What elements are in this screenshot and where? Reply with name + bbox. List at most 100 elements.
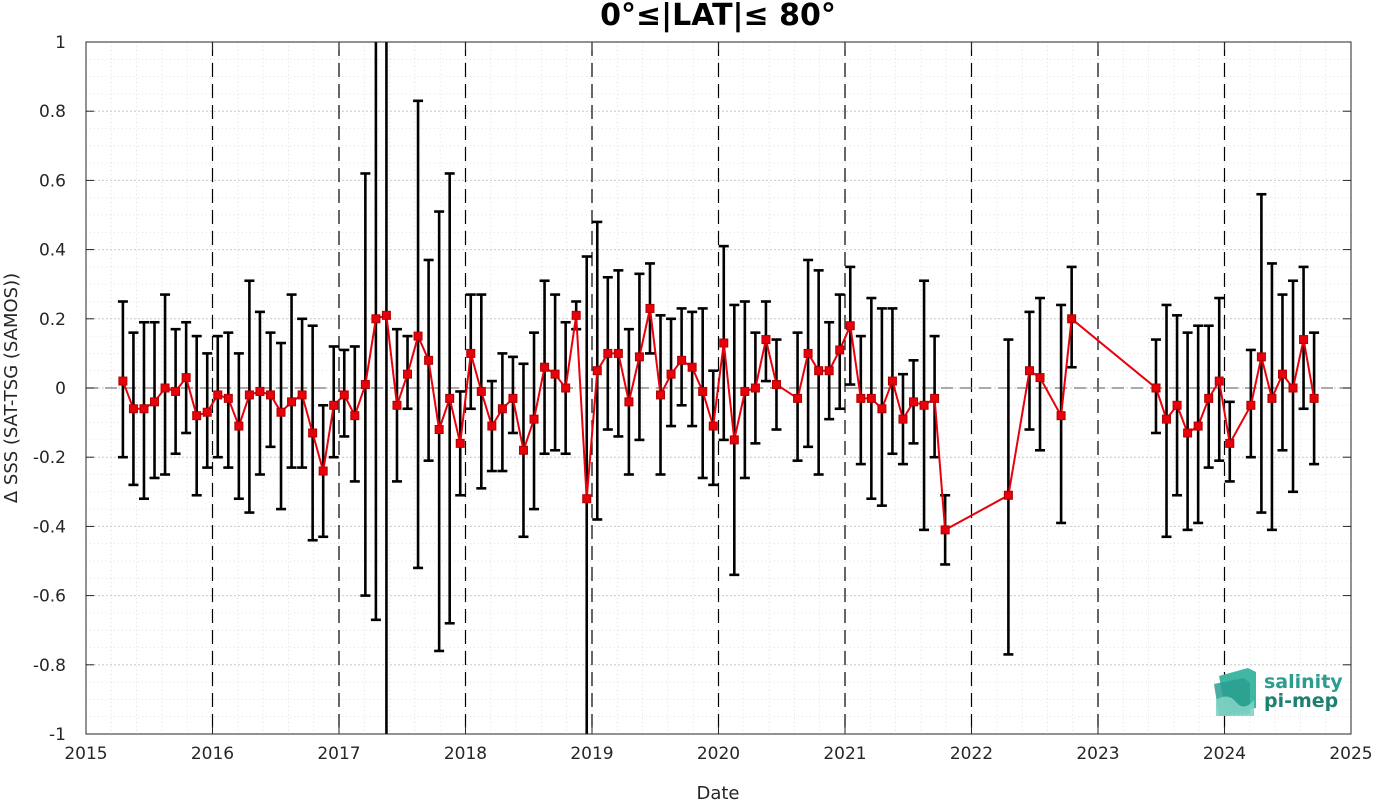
data-point — [719, 338, 729, 348]
data-point — [1067, 314, 1077, 324]
y-tick-label: 0 — [55, 379, 66, 399]
data-point — [645, 303, 655, 313]
logo-wave-icon — [1214, 668, 1256, 716]
data-point — [592, 366, 602, 376]
logo-text-pi-mep: pi-mep — [1264, 690, 1338, 712]
data-point — [455, 438, 465, 448]
y-tick-label: 0.8 — [39, 102, 66, 122]
data-point — [244, 390, 254, 400]
data-point — [192, 411, 202, 421]
x-tick-label: 2023 — [1076, 744, 1119, 764]
data-point — [213, 390, 223, 400]
data-point — [1256, 352, 1266, 362]
data-point — [508, 393, 518, 403]
y-tick-label: 0.2 — [39, 310, 66, 330]
y-tick-label: 1 — [55, 33, 66, 53]
data-point — [234, 421, 244, 431]
x-tick-label: 2015 — [64, 744, 107, 764]
data-point — [708, 421, 718, 431]
data-point — [150, 397, 160, 407]
data-point — [424, 355, 434, 365]
data-point — [518, 445, 528, 455]
data-point — [1299, 335, 1309, 345]
data-point — [856, 393, 866, 403]
data-point — [1162, 414, 1172, 424]
data-point — [434, 425, 444, 435]
data-point — [698, 386, 708, 396]
data-point — [1193, 421, 1203, 431]
data-point — [729, 435, 739, 445]
data-point — [677, 355, 687, 365]
data-point — [1003, 490, 1013, 500]
data-point — [634, 352, 644, 362]
data-point — [128, 404, 138, 414]
x-tick-label: 2020 — [697, 744, 740, 764]
data-point — [666, 369, 676, 379]
x-tick-label: 2016 — [191, 744, 234, 764]
data-point — [613, 348, 623, 358]
data-point — [845, 321, 855, 331]
data-point — [835, 345, 845, 355]
data-point — [1035, 373, 1045, 383]
data-point — [308, 428, 318, 438]
y-tick-label: 0.4 — [39, 241, 66, 261]
data-point — [297, 390, 307, 400]
data-point — [318, 466, 328, 476]
data-point — [877, 404, 887, 414]
data-point — [909, 397, 919, 407]
data-point — [1246, 400, 1256, 410]
data-point — [750, 383, 760, 393]
data-point — [1172, 400, 1182, 410]
data-point — [181, 373, 191, 383]
data-point — [550, 369, 560, 379]
data-point — [1225, 438, 1235, 448]
data-point — [1214, 376, 1224, 386]
data-point — [529, 414, 539, 424]
x-tick-label: 2025 — [1329, 744, 1372, 764]
data-point — [265, 390, 275, 400]
data-point — [540, 362, 550, 372]
x-tick-label: 2024 — [1203, 744, 1246, 764]
data-point — [656, 390, 666, 400]
x-tick-label: 2019 — [570, 744, 613, 764]
data-point — [1267, 393, 1277, 403]
data-point — [160, 383, 170, 393]
data-point — [1024, 366, 1034, 376]
data-point — [803, 348, 813, 358]
data-point — [687, 362, 697, 372]
data-point — [1277, 369, 1287, 379]
y-tick-label: -0.6 — [33, 587, 66, 607]
data-point — [887, 376, 897, 386]
data-point — [603, 348, 613, 358]
data-point — [1288, 383, 1298, 393]
y-tick-label: 0.6 — [39, 171, 66, 191]
data-point — [561, 383, 571, 393]
data-point — [571, 310, 581, 320]
data-point — [413, 331, 423, 341]
data-point — [793, 393, 803, 403]
data-point — [624, 397, 634, 407]
data-point — [1309, 393, 1319, 403]
y-axis-label: Δ SSS (SAT-TSG (SAMOS)) — [1, 273, 22, 503]
series-markers — [118, 303, 1319, 535]
chart-title: 0°≤|LAT|≤ 80° — [600, 0, 836, 33]
data-point — [930, 393, 940, 403]
data-point — [824, 366, 834, 376]
data-point — [392, 400, 402, 410]
data-point — [381, 310, 391, 320]
data-point — [1183, 428, 1193, 438]
data-point — [940, 525, 950, 535]
data-point — [339, 390, 349, 400]
x-tick-label: 2022 — [950, 744, 993, 764]
data-point — [255, 386, 265, 396]
data-point — [1151, 383, 1161, 393]
data-point — [919, 400, 929, 410]
x-axis-label: Date — [696, 783, 739, 801]
data-point — [360, 380, 370, 390]
data-point — [1204, 393, 1214, 403]
y-tick-label: -0.4 — [33, 517, 66, 537]
x-tick-label: 2018 — [444, 744, 487, 764]
data-point — [276, 407, 286, 417]
data-point — [582, 494, 592, 504]
